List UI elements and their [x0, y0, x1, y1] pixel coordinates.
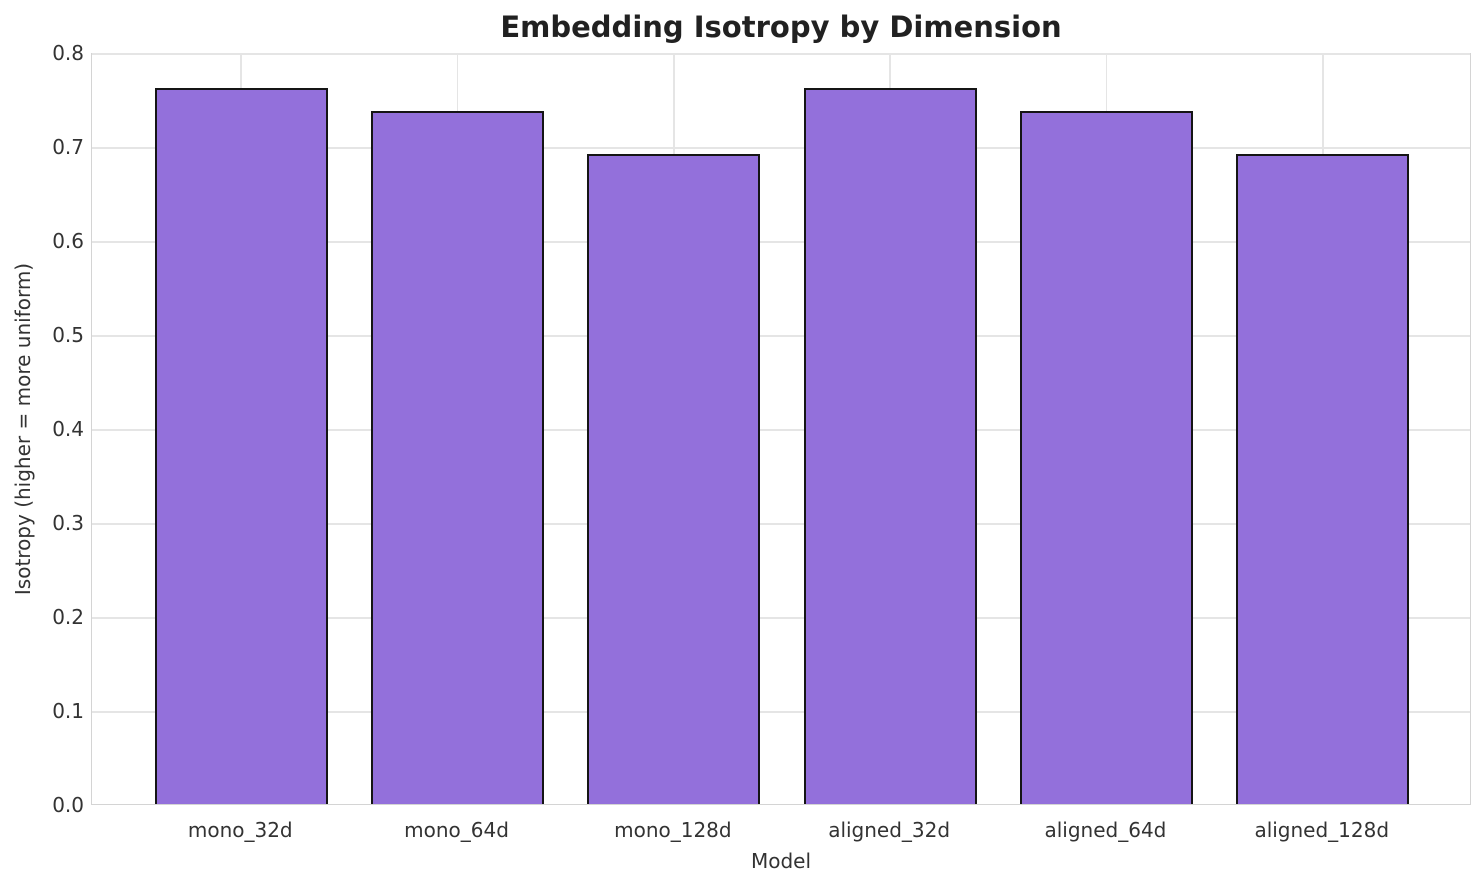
- y-tick-label-0.7: 0.7: [52, 135, 84, 159]
- y-tick-label-0.4: 0.4: [52, 417, 84, 441]
- y-tick-label-0.3: 0.3: [52, 511, 84, 535]
- x-axis-label: Model: [750, 849, 812, 873]
- bar-mono_32d: [154, 87, 328, 804]
- bar-aligned_128d: [1236, 153, 1410, 804]
- gridline-y-0.1: [92, 711, 1470, 713]
- x-tick-label-aligned_128d: aligned_128d: [1254, 818, 1390, 842]
- y-tick-label-0.0: 0.0: [52, 793, 84, 817]
- y-tick-label-0.1: 0.1: [52, 699, 84, 723]
- bar-mono_128d: [587, 153, 761, 804]
- gridline-y-0.2: [92, 617, 1470, 619]
- gridline-y-0.5: [92, 335, 1470, 337]
- bar-aligned_64d: [1019, 111, 1193, 804]
- x-tick-label-aligned_64d: aligned_64d: [1044, 818, 1167, 842]
- x-tick-label-mono_32d: mono_32d: [187, 818, 293, 842]
- y-tick-label-0.5: 0.5: [52, 323, 84, 347]
- gridline-y-0.7: [92, 147, 1470, 149]
- x-tick-label-mono_128d: mono_128d: [614, 818, 732, 842]
- x-tick-label-mono_64d: mono_64d: [404, 818, 509, 842]
- y-tick-label-0.6: 0.6: [52, 229, 84, 253]
- y-tick-label-0.2: 0.2: [52, 605, 84, 629]
- chart-title: Embedding Isotropy by Dimension: [500, 10, 1062, 44]
- bar-mono_64d: [371, 111, 545, 804]
- gridline-y-0.8: [92, 53, 1470, 55]
- y-tick-label-0.8: 0.8: [52, 41, 84, 65]
- gridline-y-0.3: [92, 523, 1470, 525]
- bar-aligned_32d: [803, 87, 977, 804]
- x-tick-label-aligned_32d: aligned_32d: [828, 818, 951, 842]
- gridline-y-0.4: [92, 429, 1470, 431]
- gridline-y-0.6: [92, 241, 1470, 243]
- plot-area: [91, 53, 1471, 805]
